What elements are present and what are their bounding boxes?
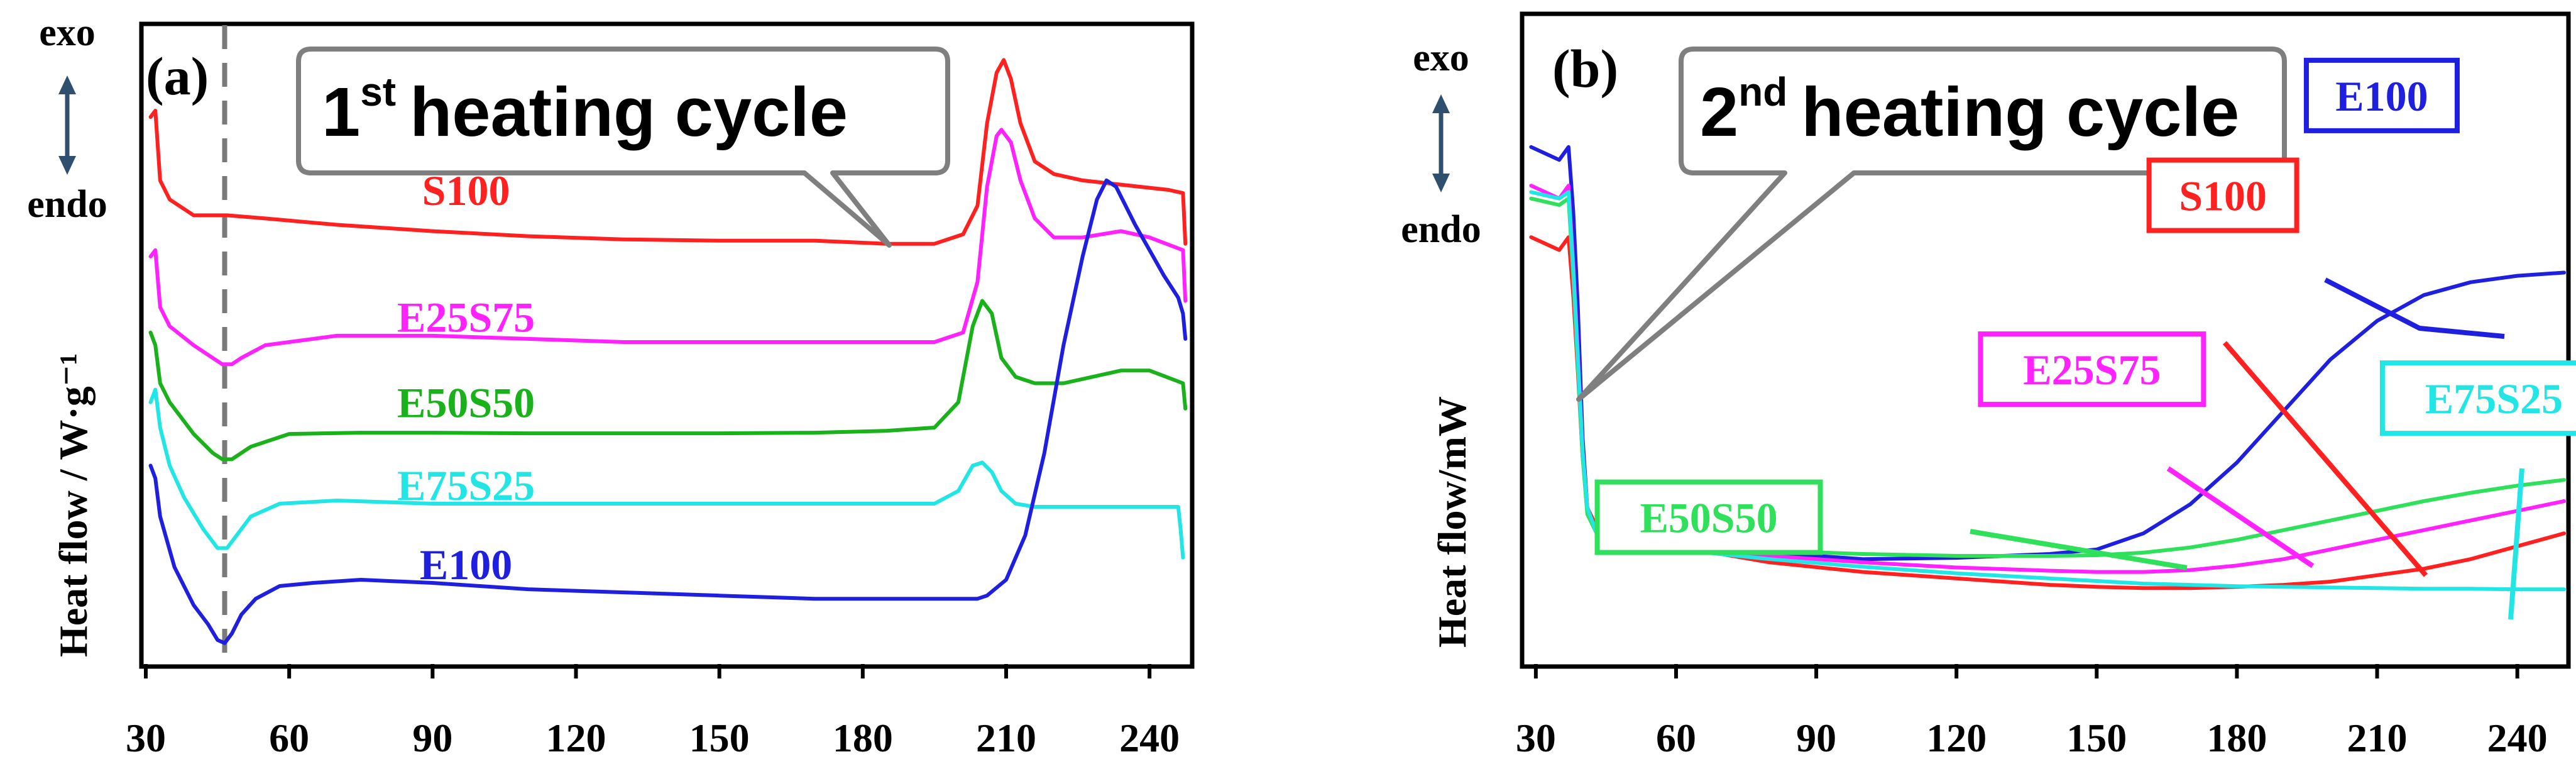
series-line-e25s75 [148,128,1188,367]
series-line-e75s25 [1529,190,2566,592]
x-tick-label: 30 [1516,716,1556,760]
series-label-leader-s100 [2222,341,2428,577]
panel-a-x-ticks: 30 60 90 120 150 180 210 240 [126,664,1180,760]
x-tick-label: 60 [1656,716,1696,760]
panel-a-endo-label: endo [27,183,107,226]
panel-a-callout-bubble [296,47,950,248]
x-tick-label: 60 [269,716,309,760]
series-label-e50s50: E50S50 [1640,494,1777,542]
panel-b-arrowhead-up-icon [1432,94,1450,113]
series-label-box-e75s25 [2379,360,2576,436]
x-tick-label: 120 [545,716,606,760]
panel-a-series [148,58,1188,645]
panel-b-direction-indicator: exo endo [1401,36,1481,251]
x-tick-label: 90 [1796,716,1836,760]
panel-b-series-labels: E100 S100 E25S75 E75S25 E50S50 [1594,57,2576,620]
series-label-s100: S100 [2179,172,2267,220]
x-tick-label: 240 [1119,716,1180,760]
panel-b-label: (b) [1552,38,1618,99]
series-label-leader-e75s25 [2508,468,2524,620]
series-label-leader-e50s50 [1970,529,2188,570]
x-tick-label: 210 [976,716,1036,760]
panel-a-exo-label: exo [39,11,96,54]
series-label-e25s75: E25S75 [397,294,535,341]
panel-a-callout-text: 1st heating cycle [322,69,848,151]
panel-b: (b) 30 60 90 120 150 180 210 240 2nd heating cyc… [1401,11,2576,760]
series-line-e50s50 [148,299,1188,462]
series-label-e75s25: E75S25 [2425,375,2563,423]
panel-b-callout-text: 2nd heating cycle [1700,69,2239,151]
x-tick-label: 150 [689,716,750,760]
series-line-s100 [148,58,1188,246]
x-tick-label: 30 [126,716,166,760]
panel-a-arrowhead-down-icon [58,156,76,175]
series-label-box-e100 [2303,57,2460,133]
series-label-box-e50s50 [1594,479,1823,555]
panel-a-y-axis-title: Heat flow / W·g⁻¹ [51,353,96,657]
series-label-leader-e25s75 [2166,466,2315,568]
x-tick-label: 90 [412,716,452,760]
panel-a-label: (a) [146,46,209,106]
panel-b-x-ticks: 30 60 90 120 150 180 210 240 [1516,664,2548,760]
series-line-e100 [148,178,1188,645]
panel-b-callout-bubble [1576,47,2287,402]
series-label-box-e25s75 [1978,331,2206,407]
panel-a-frame [139,21,1195,669]
series-label-box-s100 [2146,157,2299,233]
x-tick-label: 180 [833,716,893,760]
panel-b-frame [1520,11,2571,669]
panel-a-arrowhead-up-icon [58,75,76,94]
series-label-e50s50: E50S50 [397,379,535,427]
x-tick-label: 150 [2066,716,2127,760]
panel-b-series [1529,145,2566,592]
panel-b-endo-label: endo [1401,208,1481,251]
panel-a-callout: 1st heating cycle [296,47,950,248]
series-line-e100 [1529,145,2566,562]
x-tick-label: 240 [2487,716,2548,760]
series-label-leader-e100 [2324,277,2505,339]
series-label-e25s75: E25S75 [2023,346,2161,394]
series-label-e100: E100 [2335,72,2428,120]
panel-b-exo-label: exo [1413,36,1469,79]
panel-b-y-axis-title: Heat flow/mW [1430,396,1474,648]
x-tick-label: 210 [2347,716,2408,760]
panel-b-arrowhead-down-icon [1432,174,1450,192]
x-tick-label: 120 [1926,716,1987,760]
panel-b-callout: 2nd heating cycle [1576,47,2287,402]
series-line-e75s25 [148,387,1185,560]
series-label-e100: E100 [420,541,512,589]
panel-a-direction-indicator: exo endo [27,11,107,226]
x-tick-label: 180 [2206,716,2267,760]
series-label-e75s25: E75S25 [397,462,535,509]
